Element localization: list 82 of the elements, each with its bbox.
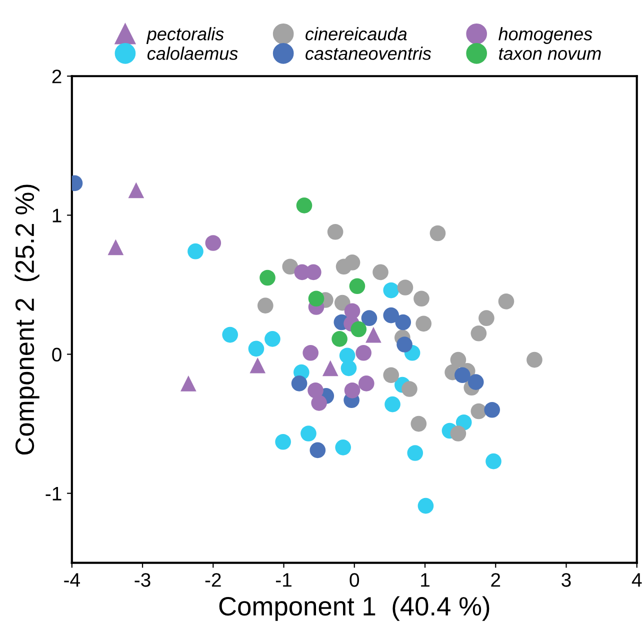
point [205,235,222,251]
point [498,293,514,310]
y-axis-title: Component 2 (25.2 %) [14,184,40,455]
point [275,434,291,450]
x-axis-title: Component 1 (40.4 %) [219,596,490,621]
point [322,360,338,376]
point [470,325,487,342]
point [300,426,316,442]
point [416,316,432,332]
x-tick-label: 3 [562,573,571,587]
point [468,374,484,390]
x-tick-label: -4 [64,573,80,587]
point [383,282,400,298]
point [450,352,466,368]
point [361,310,378,326]
point [484,402,500,418]
point [410,416,427,432]
x-tick-label: -1 [276,573,292,587]
legend-label: castaneoventris [306,46,432,60]
point [414,290,430,307]
point [418,498,434,514]
x-tick-label: -3 [134,573,150,587]
point [327,224,344,240]
x-tick-label: -2 [205,573,221,587]
point [310,442,326,458]
point [306,264,322,280]
point [257,298,274,314]
point [384,396,400,412]
point [250,357,266,374]
point [108,239,124,256]
point [383,367,400,384]
point [188,243,204,260]
legend-label: taxon novum [499,48,601,60]
point [296,198,312,214]
point [311,395,327,411]
point [291,376,308,392]
point [478,310,494,326]
point [349,278,366,294]
legend-label: homogenes [498,27,592,44]
point [248,340,264,357]
y-tick-label: 1 [52,208,62,222]
x-tick-label: 1 [421,573,430,587]
x-tick-label: 2 [491,573,500,587]
point [264,331,280,347]
point [470,403,487,420]
point [335,440,352,456]
point [222,326,238,343]
legend-label: cinereicauda [306,27,407,40]
point [308,290,324,307]
point [402,381,418,397]
point [356,344,372,361]
x-tick-label: 0 [350,573,360,587]
point [372,264,388,280]
point [302,344,319,361]
point [308,382,324,398]
point [340,360,357,376]
x-tick-label: 4 [632,573,642,587]
point [526,352,542,368]
point [344,382,360,398]
point [450,426,466,442]
point [383,307,400,324]
point [366,326,382,343]
y-tick-label: 2 [52,70,62,84]
point [395,314,412,330]
point [454,367,470,384]
legend-label: calolaemus [147,46,238,60]
point [128,182,144,198]
point [358,376,374,392]
point [344,254,360,270]
point [396,336,412,352]
point [397,280,414,296]
y-tick-label: 0 [52,348,62,362]
legend-label: pectoralis [146,27,224,44]
point [486,453,502,470]
y-tick-label: -1 [46,486,62,500]
point [332,331,348,347]
point [430,225,446,242]
point [260,270,276,286]
point [282,258,298,275]
point [180,376,196,392]
point [407,445,424,461]
point [350,321,367,338]
